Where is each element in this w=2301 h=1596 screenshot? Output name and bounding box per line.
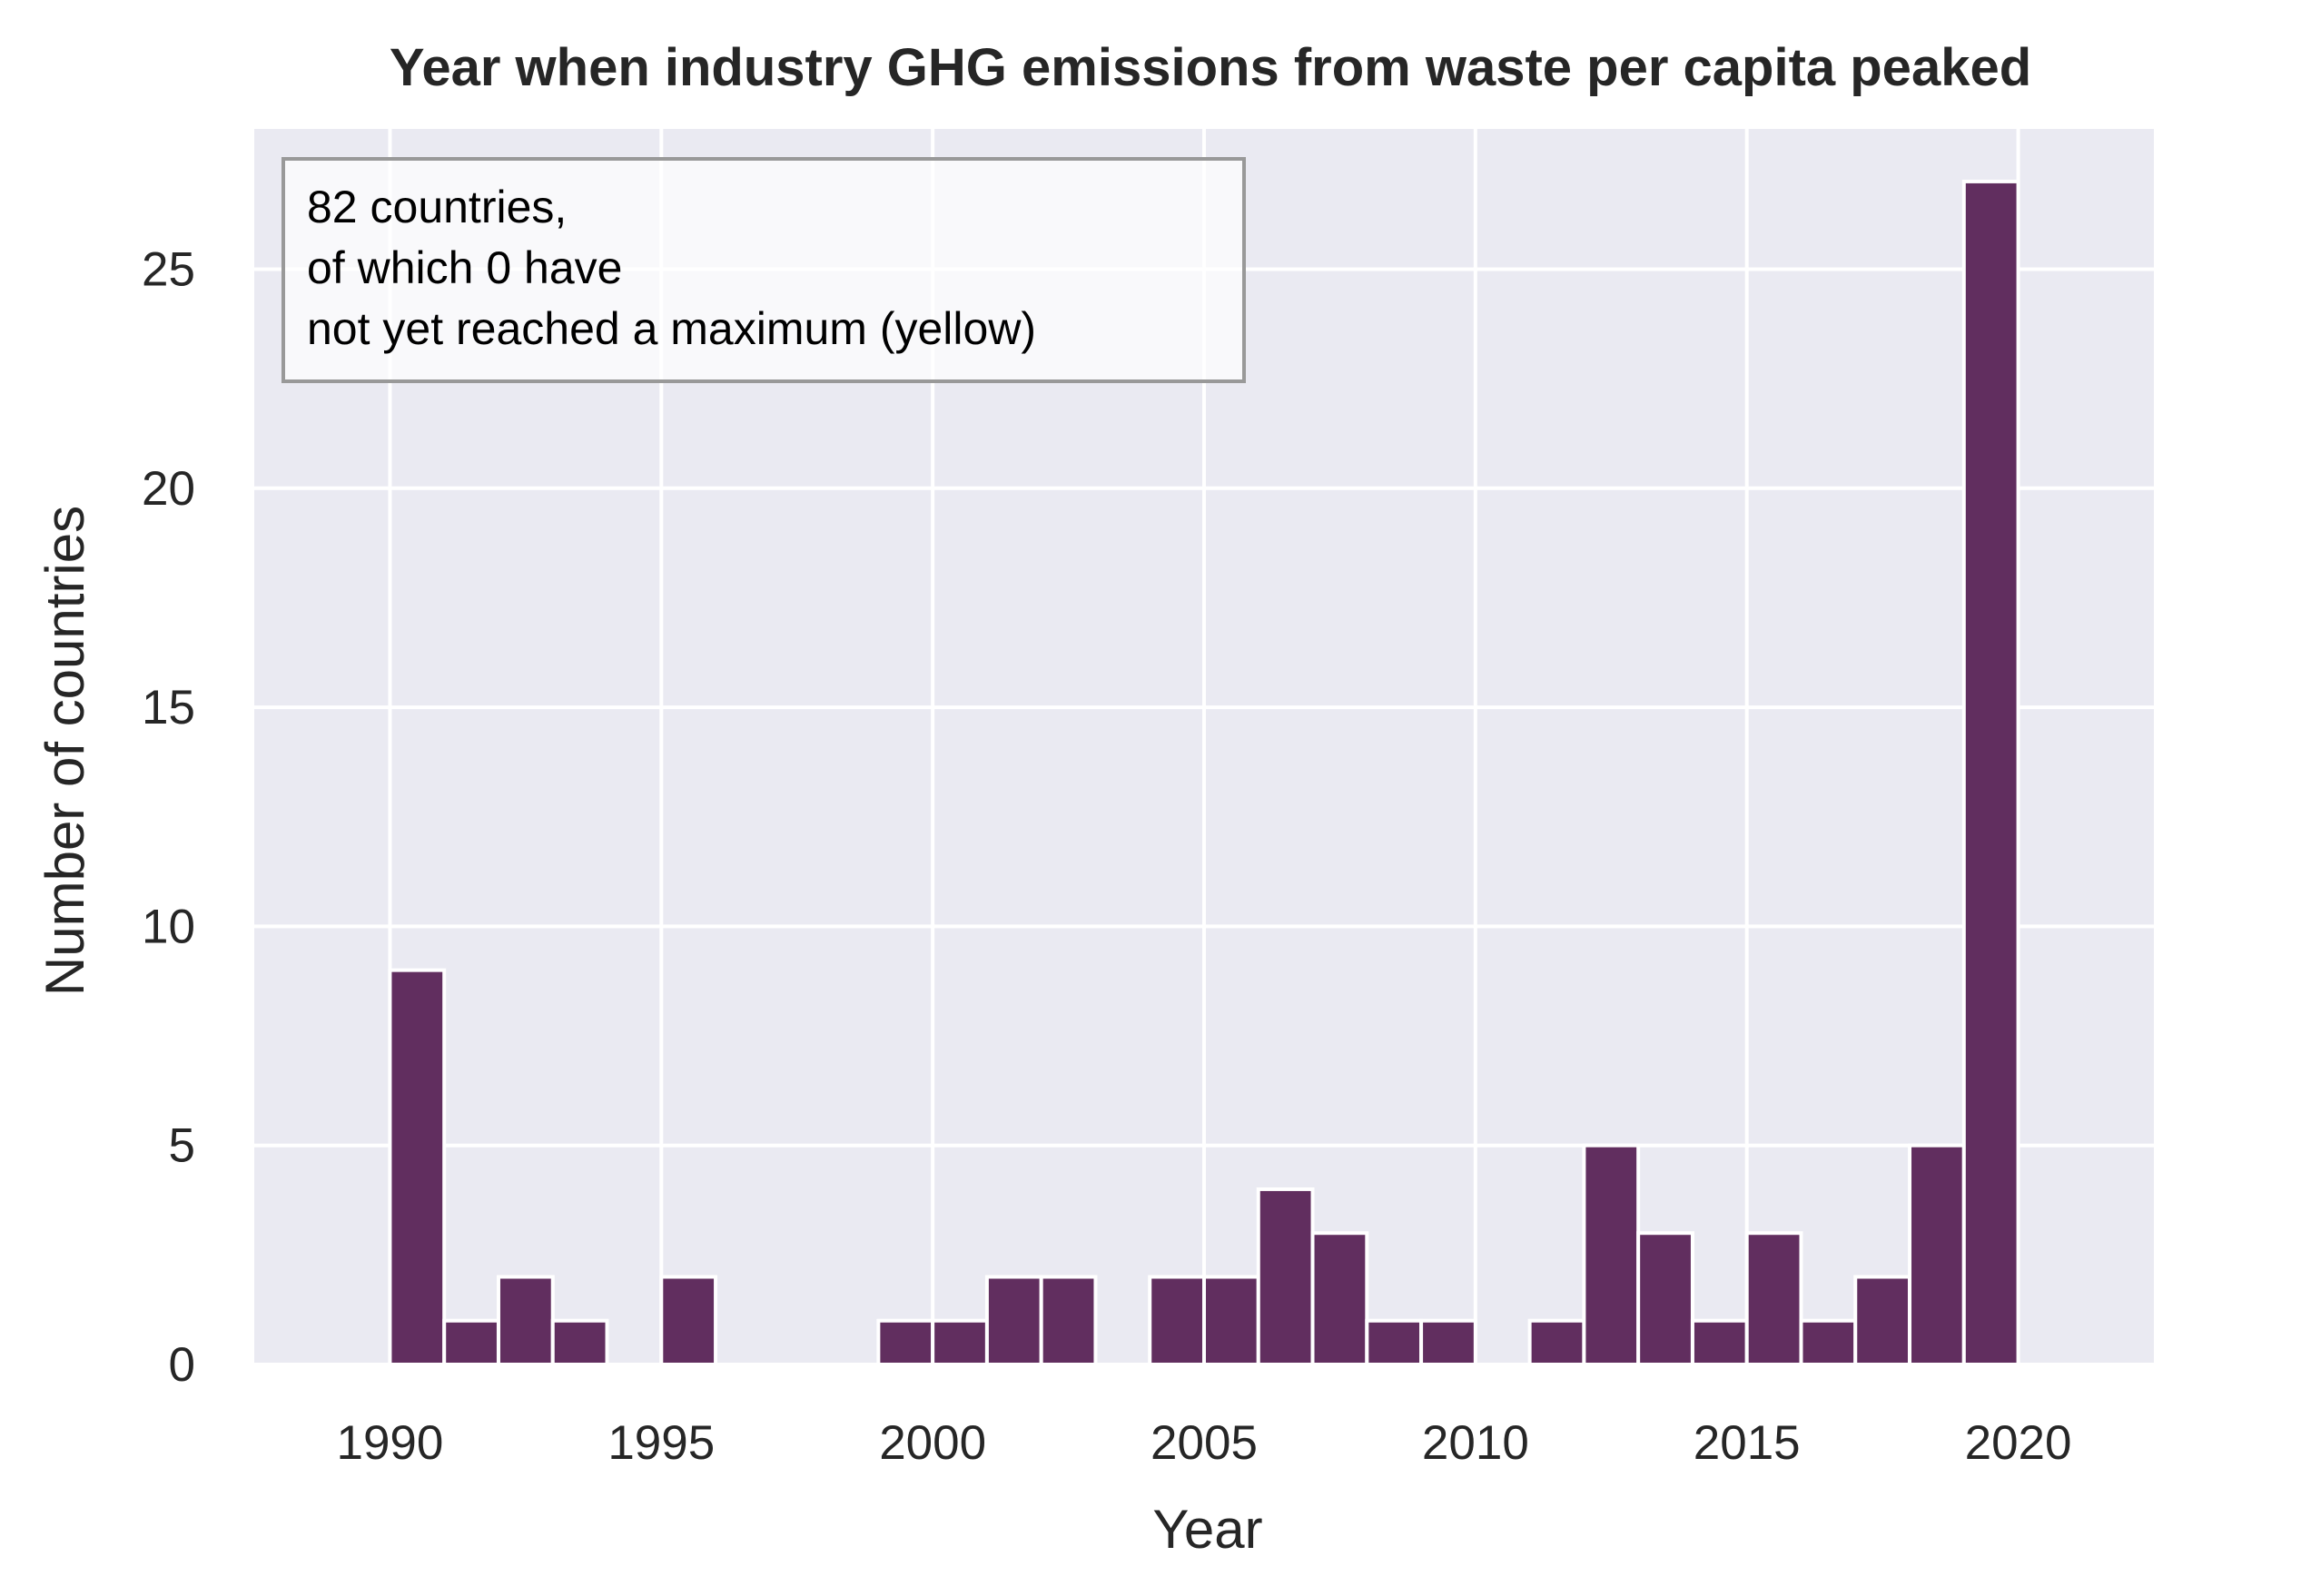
bar-2016 — [1799, 1318, 1858, 1366]
bar-2015 — [1744, 1231, 1803, 1366]
annotation-line-3: not yet reached a maximum (yellow) — [307, 303, 1036, 354]
bar-2004 — [1148, 1275, 1206, 1367]
bar-1999 — [876, 1318, 935, 1366]
x-tick-label: 2005 — [1150, 1416, 1258, 1470]
x-tick-label: 2010 — [1422, 1416, 1529, 1470]
bar-1993 — [550, 1318, 609, 1366]
x-tick-label: 1990 — [336, 1416, 443, 1470]
y-axis-label: Number of countries — [35, 506, 95, 996]
bar-2013 — [1636, 1231, 1694, 1366]
bar-1990 — [388, 968, 447, 1366]
annotation-box: 82 countries, of which 0 have not yet re… — [281, 157, 1246, 383]
bar-2011 — [1527, 1318, 1586, 1366]
bar-2001 — [984, 1275, 1043, 1367]
bar-2005 — [1202, 1275, 1260, 1367]
annotation-frame — [281, 157, 1246, 383]
bar-1991 — [442, 1318, 500, 1366]
y-tick-label: 20 — [142, 462, 195, 516]
bar-1995 — [659, 1275, 718, 1367]
chart-title: Year when industry GHG emissions from wa… — [390, 38, 2031, 97]
y-tick-label: 0 — [169, 1338, 195, 1392]
annotation-line-2: of which 0 have — [307, 242, 622, 293]
bar-2009 — [1419, 1318, 1477, 1366]
x-tick-label: 2020 — [1965, 1416, 2072, 1470]
y-tick-labels: 0 5 10 15 20 25 — [142, 242, 195, 1392]
bars — [388, 179, 2020, 1367]
bar-2017 — [1853, 1275, 1912, 1367]
bar-2019 — [1961, 179, 2020, 1366]
y-tick-label: 25 — [142, 242, 195, 296]
bar-2000 — [931, 1318, 989, 1366]
annotation-line-1: 82 countries, — [307, 182, 567, 232]
x-axis-label: Year — [1152, 1499, 1262, 1560]
y-tick-label: 10 — [142, 900, 195, 953]
bar-2007 — [1310, 1231, 1369, 1366]
bar-2006 — [1256, 1187, 1315, 1366]
bar-2002 — [1039, 1275, 1098, 1367]
bar-2012 — [1582, 1143, 1641, 1367]
x-tick-labels: 1990 1995 2000 2005 2010 2015 2020 — [336, 1416, 2071, 1470]
bar-2018 — [1908, 1143, 1966, 1367]
bar-2014 — [1690, 1318, 1749, 1366]
y-tick-label: 15 — [142, 681, 195, 734]
x-tick-label: 2000 — [879, 1416, 986, 1470]
x-tick-label: 1995 — [607, 1416, 715, 1470]
bar-2008 — [1365, 1318, 1424, 1366]
bar-1992 — [496, 1275, 555, 1367]
x-tick-label: 2015 — [1694, 1416, 1801, 1470]
y-tick-label: 5 — [169, 1119, 195, 1173]
